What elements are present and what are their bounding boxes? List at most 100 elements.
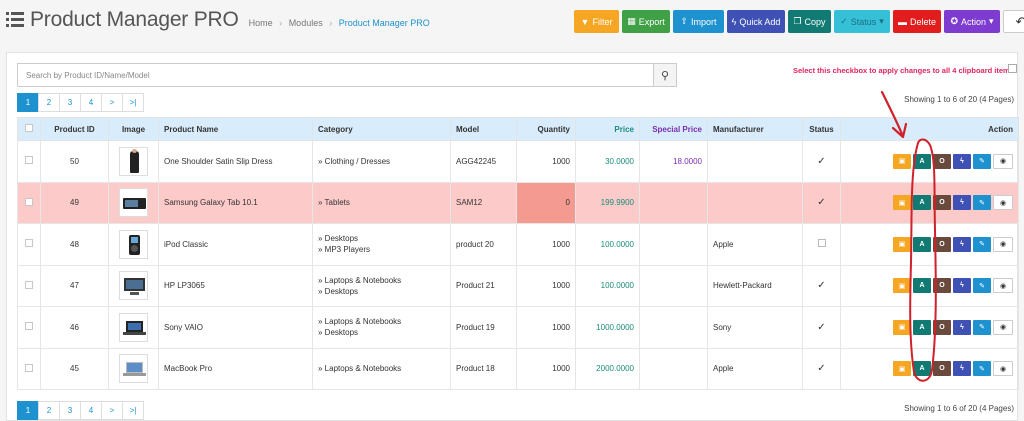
product-category[interactable]: » Desktops» MP3 Players xyxy=(312,223,451,266)
product-quantity[interactable]: 1000 xyxy=(516,306,576,349)
bolt-icon[interactable]: ϟ xyxy=(953,153,971,169)
row-checkbox[interactable] xyxy=(25,322,33,331)
delete-button[interactable]: ▬ Delete xyxy=(893,10,941,33)
product-model[interactable]: Product 18 xyxy=(450,347,517,390)
product-price[interactable]: 100.0000 xyxy=(575,223,640,266)
product-quantity[interactable]: 1000 xyxy=(516,264,576,307)
product-category[interactable]: » Laptops & Notebooks» Desktops xyxy=(312,306,451,349)
table-row[interactable]: 46 Sony VAIO» Laptops & Notebooks» Deskto… xyxy=(17,306,1019,349)
product-name[interactable]: Sony VAIO xyxy=(158,306,313,349)
breadcrumb-modules[interactable]: Modules xyxy=(288,18,323,28)
product-model[interactable]: AGG42245 xyxy=(450,140,517,183)
product-name[interactable]: iPod Classic xyxy=(158,223,313,266)
row-checkbox[interactable] xyxy=(25,280,33,289)
column-header[interactable]: Quantity xyxy=(516,117,576,141)
column-header[interactable]: Price xyxy=(575,117,640,141)
attribute-button[interactable]: A xyxy=(913,361,931,377)
page-2[interactable]: 2 xyxy=(38,93,60,112)
column-header[interactable]: Special Price xyxy=(639,117,708,141)
row-checkbox[interactable] xyxy=(25,239,33,248)
breadcrumb-current[interactable]: Product Manager PRO xyxy=(338,18,430,28)
row-checkbox[interactable] xyxy=(25,363,33,372)
quick-add-button[interactable]: ϟ Quick Add xyxy=(727,10,785,33)
image-icon[interactable]: ▣ xyxy=(893,361,911,377)
column-header[interactable]: Product ID xyxy=(40,117,109,141)
clipboard-apply-checkbox[interactable] xyxy=(1008,64,1017,73)
row-checkbox[interactable] xyxy=(25,156,33,165)
option-button[interactable]: O xyxy=(933,195,951,211)
product-category[interactable]: » Laptops & Notebooks» Desktops xyxy=(312,264,451,307)
product-status[interactable]: ✓ xyxy=(802,264,841,307)
product-special-price[interactable] xyxy=(639,181,708,224)
product-thumbnail[interactable] xyxy=(119,229,148,259)
product-manufacturer[interactable]: Sony xyxy=(707,306,803,349)
page-3[interactable]: 3 xyxy=(59,401,81,420)
image-icon[interactable]: ▣ xyxy=(893,278,911,294)
page-2[interactable]: 2 xyxy=(38,401,60,420)
attribute-button[interactable]: A xyxy=(913,195,931,211)
table-row[interactable]: 49 Samsung Galaxy Tab 10.1 » Tablets SAM12 0… xyxy=(17,181,1019,224)
product-price[interactable]: 30.0000 xyxy=(575,140,640,183)
table-row[interactable]: 45 MacBook Pro » Laptops & Notebooks Produc… xyxy=(17,347,1019,390)
page-next[interactable]: > xyxy=(101,401,123,420)
product-category[interactable]: » Tablets xyxy=(312,181,451,224)
eye-icon[interactable]: ◉ xyxy=(993,236,1013,252)
product-name[interactable]: Samsung Galaxy Tab 10.1 xyxy=(158,181,313,224)
bolt-icon[interactable]: ϟ xyxy=(953,361,971,377)
product-manufacturer[interactable] xyxy=(707,140,803,183)
page-4[interactable]: 4 xyxy=(80,401,102,420)
page-1[interactable]: 1 xyxy=(17,93,39,112)
import-button[interactable]: ⇪ Import xyxy=(673,10,724,33)
bolt-icon[interactable]: ϟ xyxy=(953,236,971,252)
pencil-icon[interactable]: ✎ xyxy=(973,278,991,294)
product-manufacturer[interactable]: Apple xyxy=(707,223,803,266)
column-header[interactable]: Category xyxy=(312,117,451,141)
attribute-button[interactable]: A xyxy=(913,236,931,252)
product-status[interactable]: ✓ xyxy=(802,347,841,390)
breadcrumb-home[interactable]: Home xyxy=(248,18,273,28)
product-price[interactable]: 199.9900 xyxy=(575,181,640,224)
product-name[interactable]: MacBook Pro xyxy=(158,347,313,390)
product-special-price[interactable] xyxy=(639,306,708,349)
product-price[interactable]: 100.0000 xyxy=(575,264,640,307)
row-checkbox[interactable] xyxy=(25,197,33,206)
eye-icon[interactable]: ◉ xyxy=(993,278,1013,294)
option-button[interactable]: O xyxy=(933,361,951,377)
pencil-icon[interactable]: ✎ xyxy=(973,153,991,169)
eye-icon[interactable]: ◉ xyxy=(993,319,1013,335)
product-special-price[interactable] xyxy=(639,223,708,266)
option-button[interactable]: O xyxy=(933,236,951,252)
select-all-checkbox[interactable] xyxy=(25,124,33,132)
column-header[interactable]: Manufacturer xyxy=(707,117,803,141)
product-manufacturer[interactable] xyxy=(707,181,803,224)
attribute-button[interactable]: A xyxy=(913,278,931,294)
page-last[interactable]: >| xyxy=(122,93,144,112)
product-manufacturer[interactable]: Hewlett-Packard xyxy=(707,264,803,307)
product-special-price[interactable]: 18.0000 xyxy=(639,140,708,183)
product-price[interactable]: 1000.0000 xyxy=(575,306,640,349)
page-1[interactable]: 1 xyxy=(17,401,39,420)
image-icon[interactable]: ▣ xyxy=(893,153,911,169)
page-4[interactable]: 4 xyxy=(80,93,102,112)
product-manufacturer[interactable]: Apple xyxy=(707,347,803,390)
product-name[interactable]: One Shoulder Satin Slip Dress xyxy=(158,140,313,183)
product-price[interactable]: 2000.0000 xyxy=(575,347,640,390)
bolt-icon[interactable]: ϟ xyxy=(953,278,971,294)
product-thumbnail[interactable] xyxy=(119,146,148,176)
filter-button[interactable]: ▼ Filter xyxy=(574,10,619,33)
product-special-price[interactable] xyxy=(639,264,708,307)
column-header[interactable]: Product Name xyxy=(158,117,313,141)
table-row[interactable]: 48 iPod Classic» Desktops» MP3 Players pro… xyxy=(17,223,1019,266)
product-model[interactable]: SAM12 xyxy=(450,181,517,224)
image-icon[interactable]: ▣ xyxy=(893,236,911,252)
search-input[interactable] xyxy=(17,63,653,87)
product-thumbnail[interactable] xyxy=(119,312,148,342)
product-name[interactable]: HP LP3065 xyxy=(158,264,313,307)
product-model[interactable]: Product 21 xyxy=(450,264,517,307)
page-3[interactable]: 3 xyxy=(59,93,81,112)
product-quantity[interactable]: 1000 xyxy=(516,140,576,183)
pencil-icon[interactable]: ✎ xyxy=(973,195,991,211)
product-special-price[interactable] xyxy=(639,347,708,390)
export-button[interactable]: ▦ Export xyxy=(622,10,670,33)
table-row[interactable]: 50 One Shoulder Satin Slip Dress » Clothin… xyxy=(17,140,1019,183)
